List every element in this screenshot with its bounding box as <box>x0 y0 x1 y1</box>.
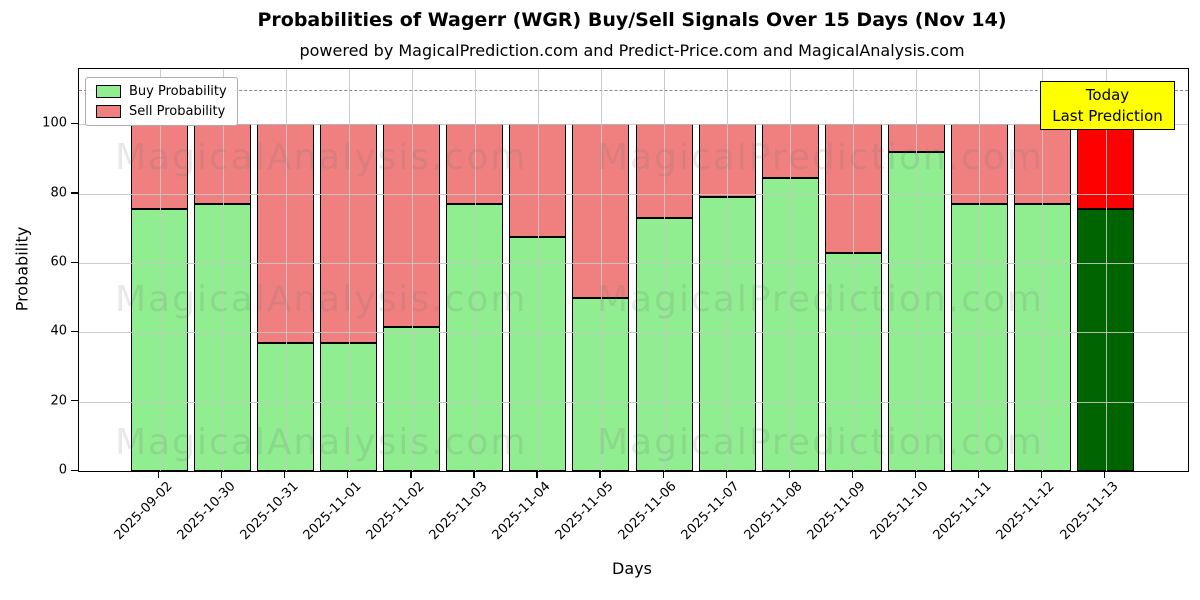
today-annotation: Today Last Prediction <box>1040 81 1175 130</box>
y-tick-label: 80 <box>50 185 67 201</box>
x-tick-label: 2025-09-02 <box>111 479 176 544</box>
y-tick-mark <box>71 122 78 125</box>
x-tick-mark <box>977 471 980 478</box>
x-tick-mark <box>473 471 475 478</box>
gridline-vertical <box>979 69 981 471</box>
gridline-vertical <box>537 69 539 471</box>
gridline-vertical <box>474 69 476 471</box>
y-tick-label: 100 <box>42 115 67 131</box>
gridline-horizontal <box>79 332 1188 334</box>
gridline-vertical <box>411 69 413 471</box>
legend: Buy Probability Sell Probability <box>85 77 238 126</box>
chart-title: Probabilities of Wagerr (WGR) Buy/Sell S… <box>257 9 1007 31</box>
x-tick-mark <box>725 471 727 478</box>
today-annotation-line2: Last Prediction <box>1052 106 1163 125</box>
plot-area <box>78 68 1189 472</box>
y-tick-mark <box>71 192 78 194</box>
dashed-reference-line <box>79 89 1188 91</box>
y-tick-mark <box>71 330 78 333</box>
x-tick-mark <box>788 471 790 478</box>
chart-subtitle: powered by MagicalPrediction.com and Pre… <box>299 41 965 60</box>
x-tick-mark <box>851 471 854 478</box>
gridline-vertical <box>1042 69 1044 471</box>
gridline-vertical <box>1105 69 1107 471</box>
x-tick-mark <box>158 471 160 478</box>
gridline-vertical <box>159 69 161 471</box>
y-tick-mark <box>71 469 78 471</box>
gridline-vertical <box>348 69 350 471</box>
y-tick-label: 60 <box>50 254 67 270</box>
y-tick-label: 20 <box>50 393 67 409</box>
legend-item: Buy Probability <box>96 84 227 99</box>
gridline-vertical <box>664 69 666 471</box>
gridline-vertical <box>853 69 855 471</box>
x-tick-mark <box>536 471 538 478</box>
legend-item: Sell Probability <box>96 104 227 119</box>
x-tick-mark <box>662 471 664 478</box>
x-tick-mark <box>221 471 223 478</box>
x-tick-mark <box>599 471 601 478</box>
y-tick-mark <box>71 400 78 402</box>
legend-label: Buy Probability <box>129 84 227 99</box>
gridline-horizontal <box>79 193 1188 195</box>
legend-label: Sell Probability <box>129 104 226 119</box>
legend-swatch <box>96 85 121 98</box>
gridline-vertical <box>790 69 792 471</box>
gridline-horizontal <box>79 401 1188 403</box>
x-axis-label: Days <box>612 559 652 578</box>
x-tick-mark <box>914 471 917 478</box>
today-annotation-line1: Today <box>1085 85 1130 104</box>
y-tick-label: 40 <box>50 323 67 339</box>
gridline-horizontal <box>79 124 1188 126</box>
gridline-vertical <box>727 69 729 471</box>
gridline-vertical <box>285 69 287 471</box>
y-tick-mark <box>71 261 78 263</box>
x-tick-mark <box>284 471 286 478</box>
gridline-horizontal <box>79 263 1188 265</box>
y-tick-label: 0 <box>58 462 67 478</box>
gridline-vertical <box>600 69 602 471</box>
x-tick-mark <box>1104 471 1106 478</box>
x-tick-mark <box>347 471 349 478</box>
gridline-vertical <box>222 69 224 471</box>
x-tick-mark <box>410 471 412 478</box>
x-tick-mark <box>1040 471 1043 478</box>
gridline-vertical <box>916 69 918 471</box>
legend-swatch <box>96 105 121 118</box>
